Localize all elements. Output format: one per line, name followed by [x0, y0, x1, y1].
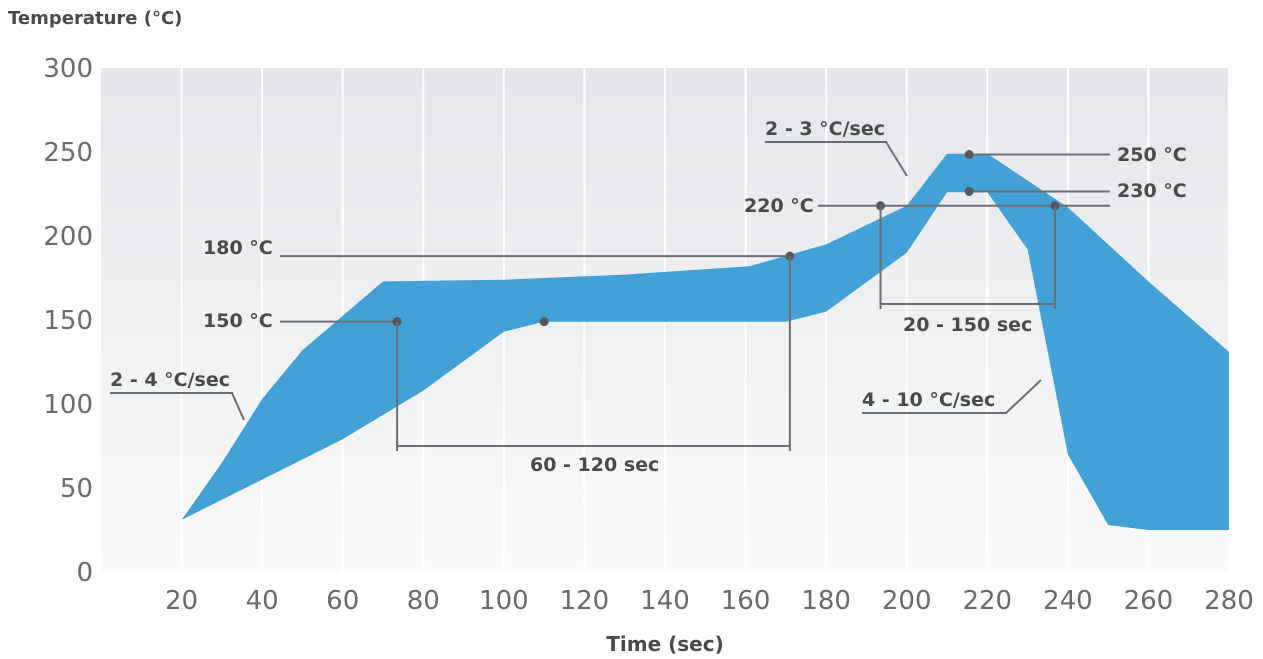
- label-180c: 180 °C: [203, 237, 273, 259]
- x-tick-100: 100: [479, 586, 529, 616]
- dot-230c: [964, 186, 974, 196]
- dot-250c: [964, 150, 974, 160]
- label-reflow-time: 20 - 150 sec: [903, 314, 1032, 336]
- x-tick-260: 260: [1124, 586, 1174, 616]
- y-tick-50: 50: [60, 474, 93, 504]
- x-tick-220: 220: [962, 586, 1012, 616]
- leader-ramp-2-4: [110, 392, 245, 421]
- y-tick-100: 100: [43, 390, 93, 420]
- x-tick-80: 80: [407, 586, 440, 616]
- x-tick-120: 120: [560, 586, 610, 616]
- temperature-band: [101, 153, 1229, 530]
- y-tick-0: 0: [76, 558, 93, 588]
- x-tick-280: 280: [1204, 586, 1254, 616]
- axis-ticks: 0 50 100 150 200 250 300 20 40 60 80 100 120 140 160 18…: [43, 54, 1253, 616]
- label-150c: 150 °C: [203, 310, 273, 332]
- label-250c: 250 °C: [1117, 144, 1187, 166]
- leader-ramp-2-3: [765, 141, 908, 177]
- y-tick-250: 250: [43, 138, 93, 168]
- y-tick-150: 150: [43, 306, 93, 336]
- label-soak-time: 60 - 120 sec: [530, 454, 659, 476]
- y-axis-label: Temperature (°C): [8, 8, 183, 29]
- x-tick-60: 60: [326, 586, 359, 616]
- x-axis-label: Time (sec): [606, 632, 724, 656]
- x-tick-240: 240: [1043, 586, 1093, 616]
- x-tick-180: 180: [801, 586, 851, 616]
- label-230c: 230 °C: [1117, 180, 1187, 202]
- label-cooling: 4 - 10 °C/sec: [862, 389, 995, 411]
- x-tick-160: 160: [721, 586, 771, 616]
- label-ramp-2-3: 2 - 3 °C/sec: [765, 118, 885, 140]
- x-tick-140: 140: [640, 586, 690, 616]
- x-tick-20: 20: [165, 586, 198, 616]
- leader-cooling: [862, 379, 1042, 414]
- annotation-lines: [110, 141, 1110, 451]
- label-ramp-2-4: 2 - 4 °C/sec: [110, 369, 230, 391]
- y-tick-200: 200: [43, 222, 93, 252]
- x-tick-200: 200: [882, 586, 932, 616]
- label-220c: 220 °C: [744, 195, 814, 217]
- dot-150c-mid: [539, 317, 549, 327]
- y-tick-300: 300: [43, 54, 93, 84]
- x-tick-40: 40: [246, 586, 279, 616]
